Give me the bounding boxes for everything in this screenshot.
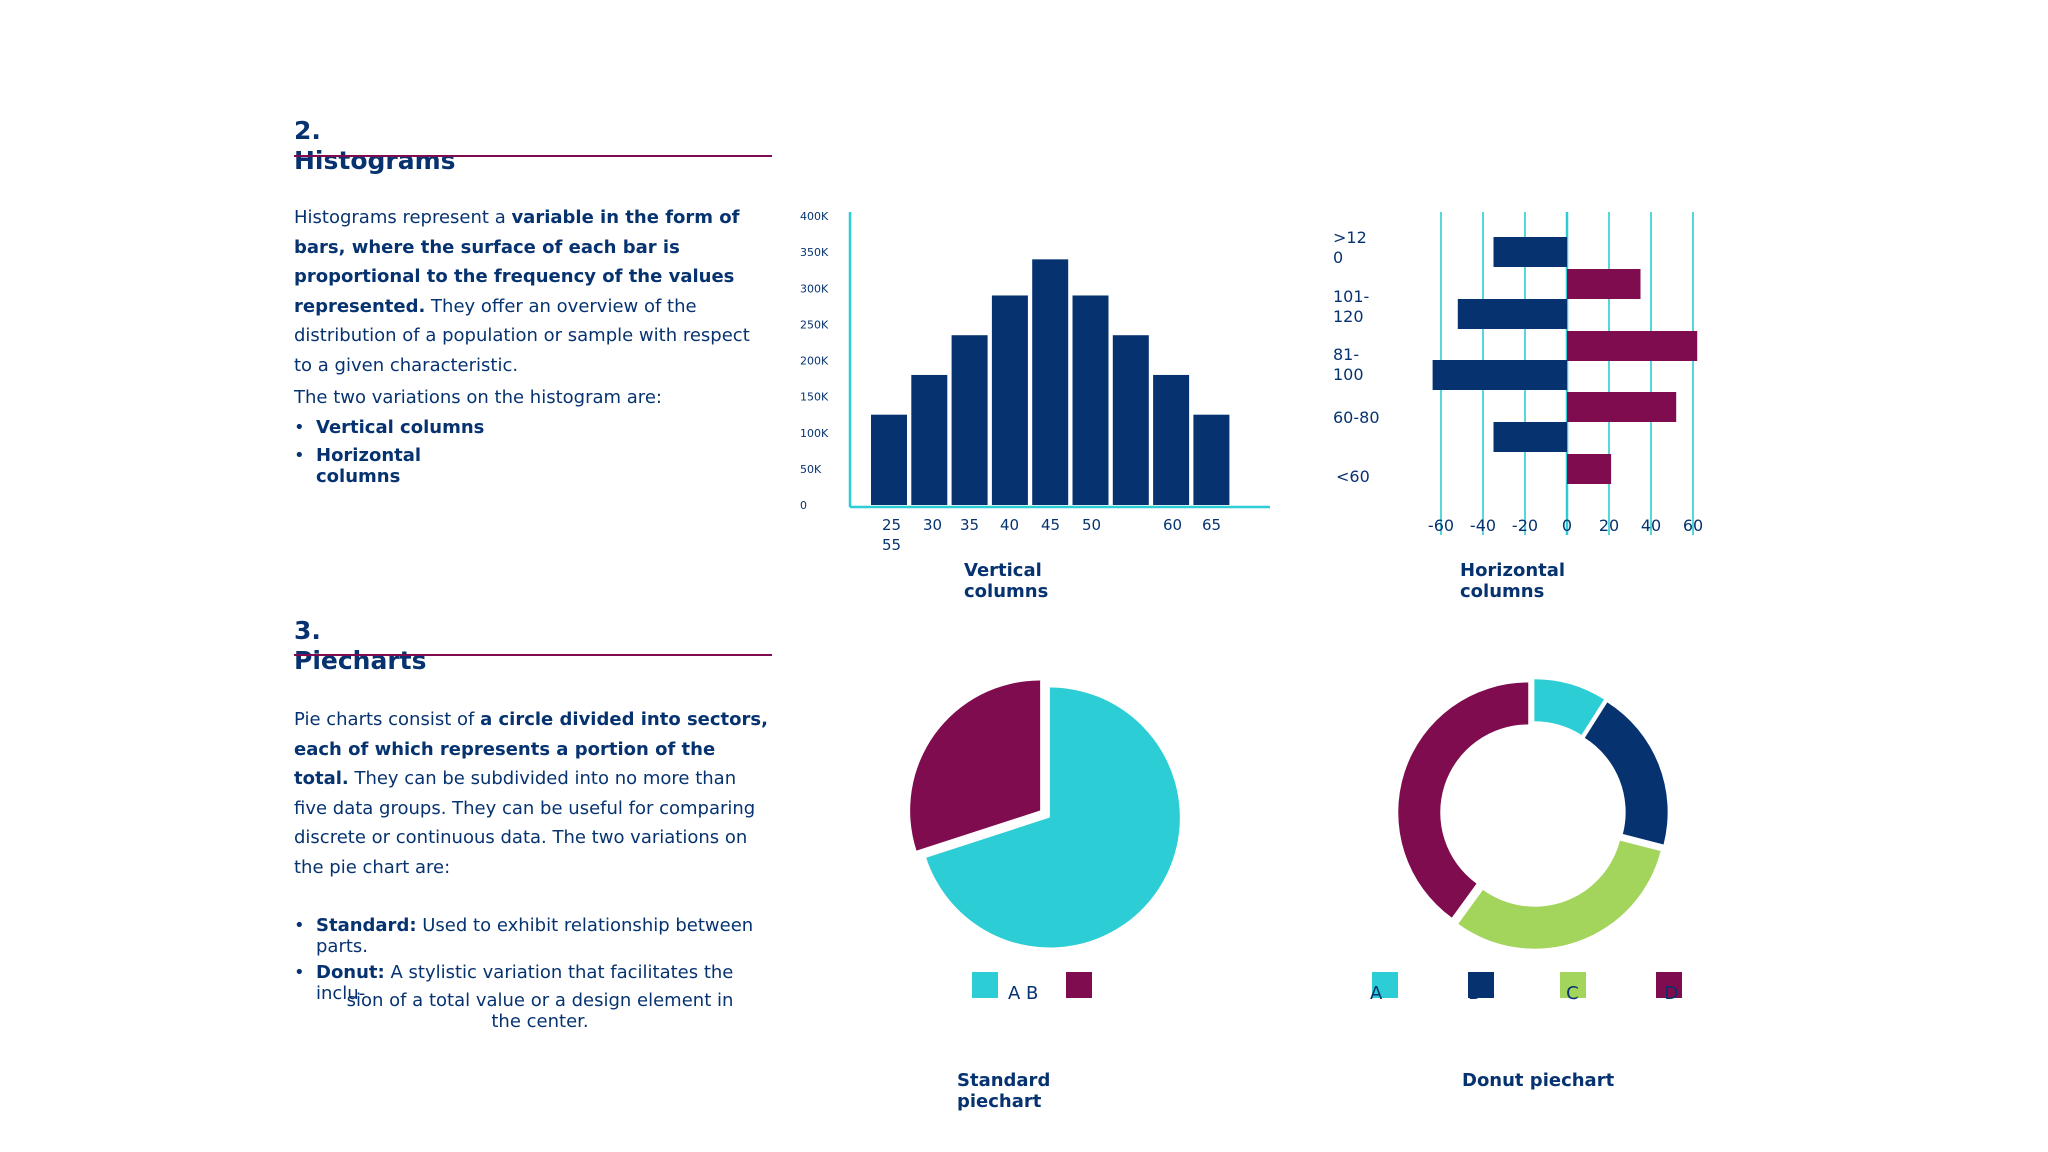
histogram-bar: [1072, 295, 1109, 505]
y-category-label: 120: [1333, 307, 1364, 326]
piecharts-para-start: Pie charts consist of: [294, 709, 481, 730]
legend-swatch-a: [1372, 972, 1398, 998]
histograms-para-bold: variable in the form of bars, where the …: [294, 207, 740, 317]
piecharts-section-title: Piecharts: [294, 646, 427, 675]
histograms-section-number: 2.: [294, 116, 321, 145]
pie-slice-a: [926, 687, 1180, 948]
x-tick-label: 0: [1562, 516, 1572, 535]
histogram-bar-left: [1493, 237, 1567, 267]
pie-slice-c: [1458, 840, 1661, 949]
pie-slice-d: [1398, 682, 1529, 918]
x-tick-label: 40: [1000, 516, 1019, 534]
pie-slice-a: [1534, 679, 1605, 735]
x-tick-label: 40: [1641, 516, 1661, 535]
legend-label-text: A B C D: [1370, 983, 1679, 1004]
x-tick-label: -20: [1512, 516, 1538, 535]
histogram-bar: [991, 295, 1028, 505]
x-tick-label: 45: [1041, 516, 1060, 534]
y-category-label: 0: [1333, 248, 1343, 267]
y-category-label: >12: [1333, 228, 1367, 247]
histogram-bar-right: [1567, 454, 1612, 484]
x-tick-label: 60: [1683, 516, 1703, 535]
x-tick-label: 55: [882, 536, 901, 554]
y-category-label: 101-: [1333, 287, 1369, 306]
y-category-label: 81-: [1333, 345, 1359, 364]
histogram-bar: [871, 414, 907, 505]
piecharts-title-rule: [294, 654, 772, 656]
x-tick-label: 65: [1202, 516, 1221, 534]
histograms-title-rule: [294, 155, 772, 157]
legend-swatch-d: [1656, 972, 1682, 998]
histogram-bar: [1153, 374, 1190, 505]
histograms-paragraph: Histograms represent a variable in the f…: [294, 203, 766, 380]
y-tick-label: 100K: [800, 427, 829, 440]
horizontal-columns-caption: Horizontal columns: [1460, 560, 1566, 602]
histogram-bar-right: [1567, 331, 1698, 361]
histogram-bar: [1112, 335, 1149, 505]
donut-piechart-caption: Donut piechart: [1462, 1070, 1615, 1091]
histograms-para-start: Histograms represent a: [294, 207, 512, 228]
piecharts-para-bold: a circle divided into sectors, each of w…: [294, 709, 768, 789]
histogram-bar-right: [1567, 392, 1677, 422]
y-tick-label: 200K: [800, 355, 829, 368]
y-tick-label: 0: [800, 499, 807, 512]
histograms-bullet-list: Vertical columns Horizontal columns: [294, 413, 494, 487]
x-tick-label: 35: [960, 516, 979, 534]
histograms-intro: The two variations on the histogram are:: [294, 387, 662, 408]
y-tick-label: 250K: [800, 318, 829, 331]
y-category-label: 100: [1333, 365, 1364, 384]
piecharts-bullet-list: Standard: Used to exhibit relationship b…: [294, 915, 780, 1004]
standard-pie-legend: A B: [960, 965, 1140, 1035]
histogram-bar-left: [1493, 422, 1567, 452]
donut-pie-legend: A B C D: [1360, 965, 1740, 1035]
legend-swatch-a: [972, 972, 998, 998]
histogram-bar: [951, 335, 988, 505]
standard-piechart-caption: Standard piechart: [957, 1070, 1051, 1112]
histogram-bar: [1193, 414, 1230, 505]
piecharts-section-number: 3.: [294, 616, 321, 645]
pie-slice-b: [910, 680, 1041, 851]
x-tick-label: 25: [882, 516, 901, 534]
piecharts-bullet-continuation: sion of a total value or a design elemen…: [346, 990, 734, 1032]
piecharts-bullet-donut: Donut: A stylistic variation that facili…: [294, 962, 780, 1004]
legend-swatch-c: [1560, 972, 1586, 998]
x-tick-label: 30: [923, 516, 942, 534]
legend-swatch-b: [1066, 972, 1092, 998]
legend-swatch-b: [1468, 972, 1494, 998]
piecharts-para-end: They can be subdivided into no more than…: [294, 768, 756, 878]
x-tick-label: 50: [1082, 516, 1101, 534]
histogram-bar-right: [1567, 269, 1641, 299]
histograms-bullet-horizontal: Horizontal columns: [294, 445, 426, 487]
histogram-bar-left: [1432, 360, 1567, 390]
piecharts-paragraph: Pie charts consist of a circle divided i…: [294, 705, 770, 882]
histograms-bullet-vertical: Vertical columns: [294, 413, 494, 443]
y-tick-label: 400K: [800, 210, 829, 223]
x-tick-label: 20: [1599, 516, 1619, 535]
histograms-section-title: Histograms: [294, 146, 456, 175]
donut-pie-chart: [1398, 679, 1668, 949]
y-tick-label: 50K: [800, 463, 822, 476]
x-tick-label: 60: [1163, 516, 1182, 534]
y-tick-label: 350K: [800, 246, 829, 259]
x-tick-label: -60: [1428, 516, 1454, 535]
legend-label-text: A B: [1008, 983, 1039, 1004]
pie-slice-b: [1584, 702, 1668, 845]
vertical-columns-caption: Vertical columns: [964, 560, 1049, 602]
histogram-bar: [1032, 259, 1069, 505]
y-category-label: <60: [1336, 467, 1370, 486]
vertical-histogram-chart: 0 50K 100K 150K 200K 250K 300K 350K 400K 25 30 35 40…: [800, 210, 1270, 554]
y-tick-label: 300K: [800, 282, 829, 295]
y-tick-label: 150K: [800, 391, 829, 404]
standard-pie-chart: [910, 680, 1180, 948]
piecharts-bullet-standard: Standard: Used to exhibit relationship b…: [294, 915, 780, 957]
histograms-para-end: They offer an overview of the distributi…: [294, 295, 750, 376]
histogram-bar-left: [1457, 299, 1567, 329]
histogram-bar: [911, 374, 948, 505]
x-tick-label: -40: [1470, 516, 1496, 535]
y-category-label: 60-80: [1333, 408, 1380, 427]
